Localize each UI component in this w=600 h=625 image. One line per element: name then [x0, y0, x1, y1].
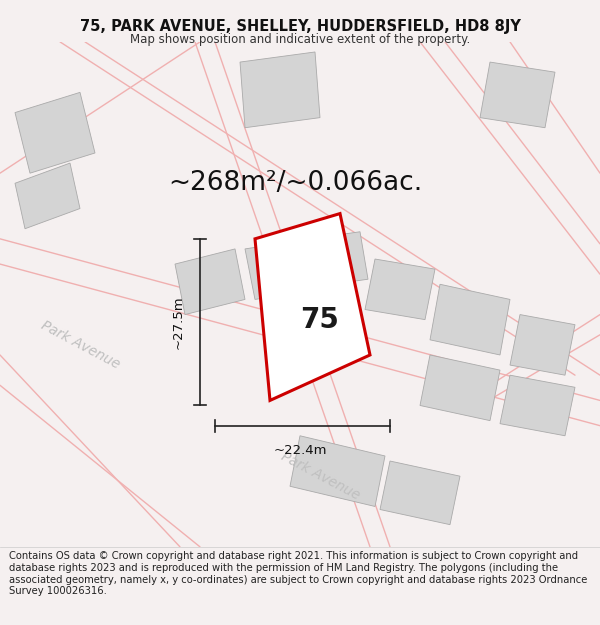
Text: ~27.5m: ~27.5m: [172, 296, 185, 349]
Text: Park Avenue: Park Avenue: [278, 449, 362, 503]
Polygon shape: [15, 163, 80, 229]
Polygon shape: [245, 239, 320, 299]
Polygon shape: [500, 375, 575, 436]
Text: Map shows position and indicative extent of the property.: Map shows position and indicative extent…: [130, 33, 470, 46]
Polygon shape: [430, 284, 510, 355]
Polygon shape: [365, 259, 435, 319]
Polygon shape: [240, 52, 320, 127]
Polygon shape: [175, 249, 245, 314]
Text: ~22.4m: ~22.4m: [273, 444, 327, 457]
Polygon shape: [310, 232, 368, 286]
Polygon shape: [510, 314, 575, 375]
Polygon shape: [380, 461, 460, 524]
Text: Contains OS data © Crown copyright and database right 2021. This information is : Contains OS data © Crown copyright and d…: [9, 551, 587, 596]
Polygon shape: [15, 92, 95, 173]
Text: Park Avenue: Park Avenue: [38, 318, 122, 371]
Polygon shape: [255, 214, 370, 401]
Text: ~268m²/~0.066ac.: ~268m²/~0.066ac.: [168, 170, 422, 196]
Polygon shape: [290, 436, 385, 506]
Text: 75, PARK AVENUE, SHELLEY, HUDDERSFIELD, HD8 8JY: 75, PARK AVENUE, SHELLEY, HUDDERSFIELD, …: [80, 19, 520, 34]
Polygon shape: [420, 355, 500, 421]
Polygon shape: [480, 62, 555, 127]
Text: 75: 75: [301, 306, 340, 334]
